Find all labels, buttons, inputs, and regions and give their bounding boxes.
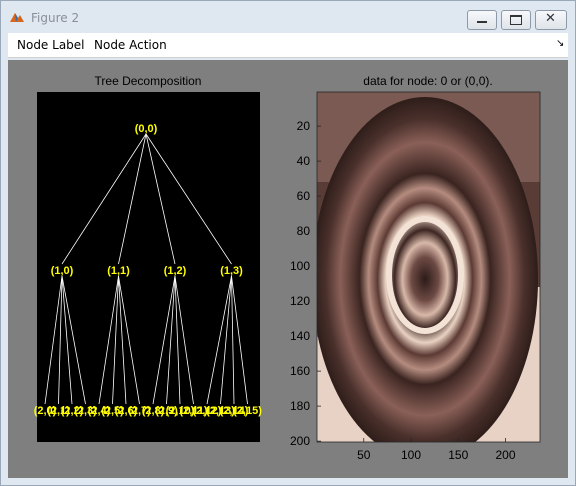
tree-edge — [61, 275, 73, 405]
y-tick-label: 160 — [290, 364, 310, 378]
menu-item[interactable]: Node Label — [17, 38, 85, 52]
tree-edge — [174, 275, 181, 405]
x-tick-label: 150 — [448, 448, 468, 462]
tree-edge — [44, 275, 63, 405]
tree-edge — [61, 133, 147, 265]
tree-edge — [166, 275, 176, 405]
tree-node-label: (1,0) — [51, 265, 74, 277]
app-icon — [10, 13, 24, 22]
window-title: Figure 2 — [31, 11, 80, 25]
tree-edge — [112, 275, 119, 405]
y-tick-label: 80 — [297, 224, 311, 238]
tree-edge — [61, 275, 86, 405]
tree-node-label: (2,1) — [47, 405, 70, 417]
node-image — [317, 92, 540, 442]
tree-node-label: (2,10) — [166, 405, 195, 417]
maximize-button[interactable] — [501, 10, 531, 30]
image-title: data for node: 0 or (0,0). — [363, 74, 492, 88]
close-button[interactable]: ✕ — [535, 10, 567, 30]
tree-node-label: (0,0) — [135, 123, 158, 135]
tree-node-label: (2,13) — [206, 405, 235, 417]
y-tick-label: 200 — [290, 434, 310, 448]
tree-node-label: (2,6) — [115, 405, 138, 417]
x-tick-label: 100 — [401, 448, 421, 462]
tree-node-label: (2,14) — [220, 405, 249, 417]
y-tick-label: 100 — [290, 259, 310, 273]
y-tick-label: 60 — [297, 189, 311, 203]
tree-node-label: (2,11) — [179, 405, 207, 417]
tree-edge — [152, 275, 176, 405]
figure: Tree Decomposition data for node: 0 or (… — [8, 60, 568, 478]
tree-edge — [206, 275, 232, 405]
tree-node-label: (2,2) — [61, 405, 84, 417]
menu-bar: Node Label Node Action ↘ — [8, 33, 568, 58]
minimize-button[interactable] — [467, 10, 497, 30]
title-bar: Figure 2 ✕ — [1, 1, 575, 33]
tree-node-label: (1,3) — [220, 265, 243, 277]
y-tick-label: 40 — [297, 154, 311, 168]
tree-edge — [220, 275, 232, 405]
tree-node-label: (2,7) — [128, 405, 151, 417]
y-tick-label: 20 — [297, 119, 311, 133]
tree-node-label: (2,0) — [34, 405, 57, 417]
tree-edge — [58, 275, 63, 405]
y-tick-label: 120 — [290, 294, 310, 308]
tree-node-label: (2,12) — [193, 405, 222, 417]
tree-node-label: (2,15) — [233, 405, 262, 417]
tree-edge — [118, 275, 140, 405]
toolbar-toggle[interactable]: ↘ — [556, 38, 565, 49]
tree-edge — [174, 275, 194, 405]
tree-edge — [145, 133, 176, 265]
tree-edge — [118, 133, 147, 265]
tree-edge — [98, 275, 119, 405]
x-tick-label: 50 — [357, 448, 371, 462]
tree-edge — [231, 275, 248, 405]
tree-axes — [37, 92, 260, 442]
tree-edge — [118, 275, 127, 405]
y-tick-label: 180 — [290, 399, 310, 413]
tree-title: Tree Decomposition — [95, 74, 202, 88]
tree-node-label: (1,2) — [164, 265, 187, 277]
tree-node-label: (1,1) — [107, 265, 130, 277]
tree-edge — [145, 133, 232, 265]
menu-item[interactable]: Node Action — [94, 38, 167, 52]
image-axes — [316, 91, 541, 443]
tree-node-label: (2,3) — [74, 405, 97, 417]
tree-node-label: (2,5) — [101, 405, 124, 417]
tree-node-label: (2,8) — [142, 405, 165, 417]
tree-edge — [231, 275, 235, 405]
tree-node-label: (2,4) — [88, 405, 111, 417]
x-tick-label: 200 — [495, 448, 515, 462]
y-tick-label: 140 — [290, 329, 310, 343]
tree-node-label: (2,9) — [155, 405, 178, 417]
